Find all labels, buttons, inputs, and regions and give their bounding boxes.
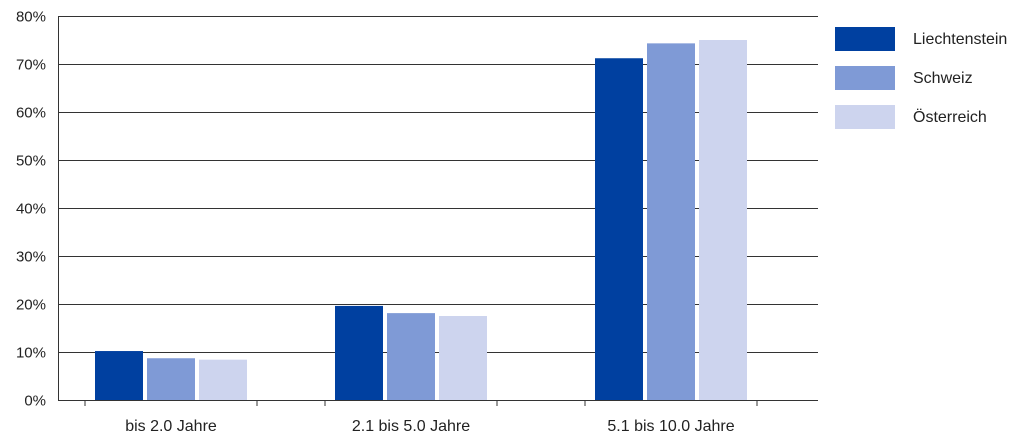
bar-liechtenstein-3: [595, 58, 643, 401]
x-category-label: 2.1 bis 5.0 Jahre: [352, 418, 470, 435]
y-tick-label: 60%: [16, 105, 46, 122]
legend-swatch--sterreich: [835, 105, 895, 129]
bars: [95, 40, 747, 401]
y-axis-tick-labels: 0% 10% 20% 30% 40% 50% 60% 70% 80%: [16, 9, 46, 410]
legend-label: Liechtenstein: [913, 31, 1007, 48]
y-tick-label: 10%: [16, 345, 46, 362]
y-tick-label: 80%: [16, 9, 46, 26]
legend: Liechtenstein Schweiz Österreich: [835, 27, 1007, 129]
bar--sterreich-3: [699, 40, 747, 400]
x-category-label: 5.1 bis 10.0 Jahre: [607, 418, 734, 435]
legend-label: Österreich: [913, 108, 987, 126]
legend-label: Schweiz: [913, 70, 973, 87]
y-tick-label: 70%: [16, 57, 46, 74]
x-axis-category-labels: bis 2.0 Jahre 2.1 bis 5.0 Jahre 5.1 bis 10…: [125, 418, 735, 435]
legend-swatch-liechtenstein: [835, 27, 895, 51]
bar-liechtenstein-2: [335, 305, 383, 400]
y-tick-label: 0%: [24, 393, 46, 410]
x-category-label: bis 2.0 Jahre: [125, 418, 217, 435]
y-tick-label: 30%: [16, 249, 46, 266]
bar--sterreich-1: [199, 359, 247, 400]
y-tick-label: 50%: [16, 153, 46, 170]
y-tick-label: 20%: [16, 297, 46, 314]
bar-schweiz-1: [147, 358, 195, 400]
bar-liechtenstein-1: [95, 351, 143, 400]
y-tick-label: 40%: [16, 201, 46, 218]
bar-schweiz-3: [647, 43, 695, 401]
bar-schweiz-2: [387, 313, 435, 400]
bar--sterreich-2: [439, 316, 487, 400]
grid-lines: [58, 16, 818, 401]
legend-swatch-schweiz: [835, 66, 895, 90]
axes: [58, 16, 818, 406]
